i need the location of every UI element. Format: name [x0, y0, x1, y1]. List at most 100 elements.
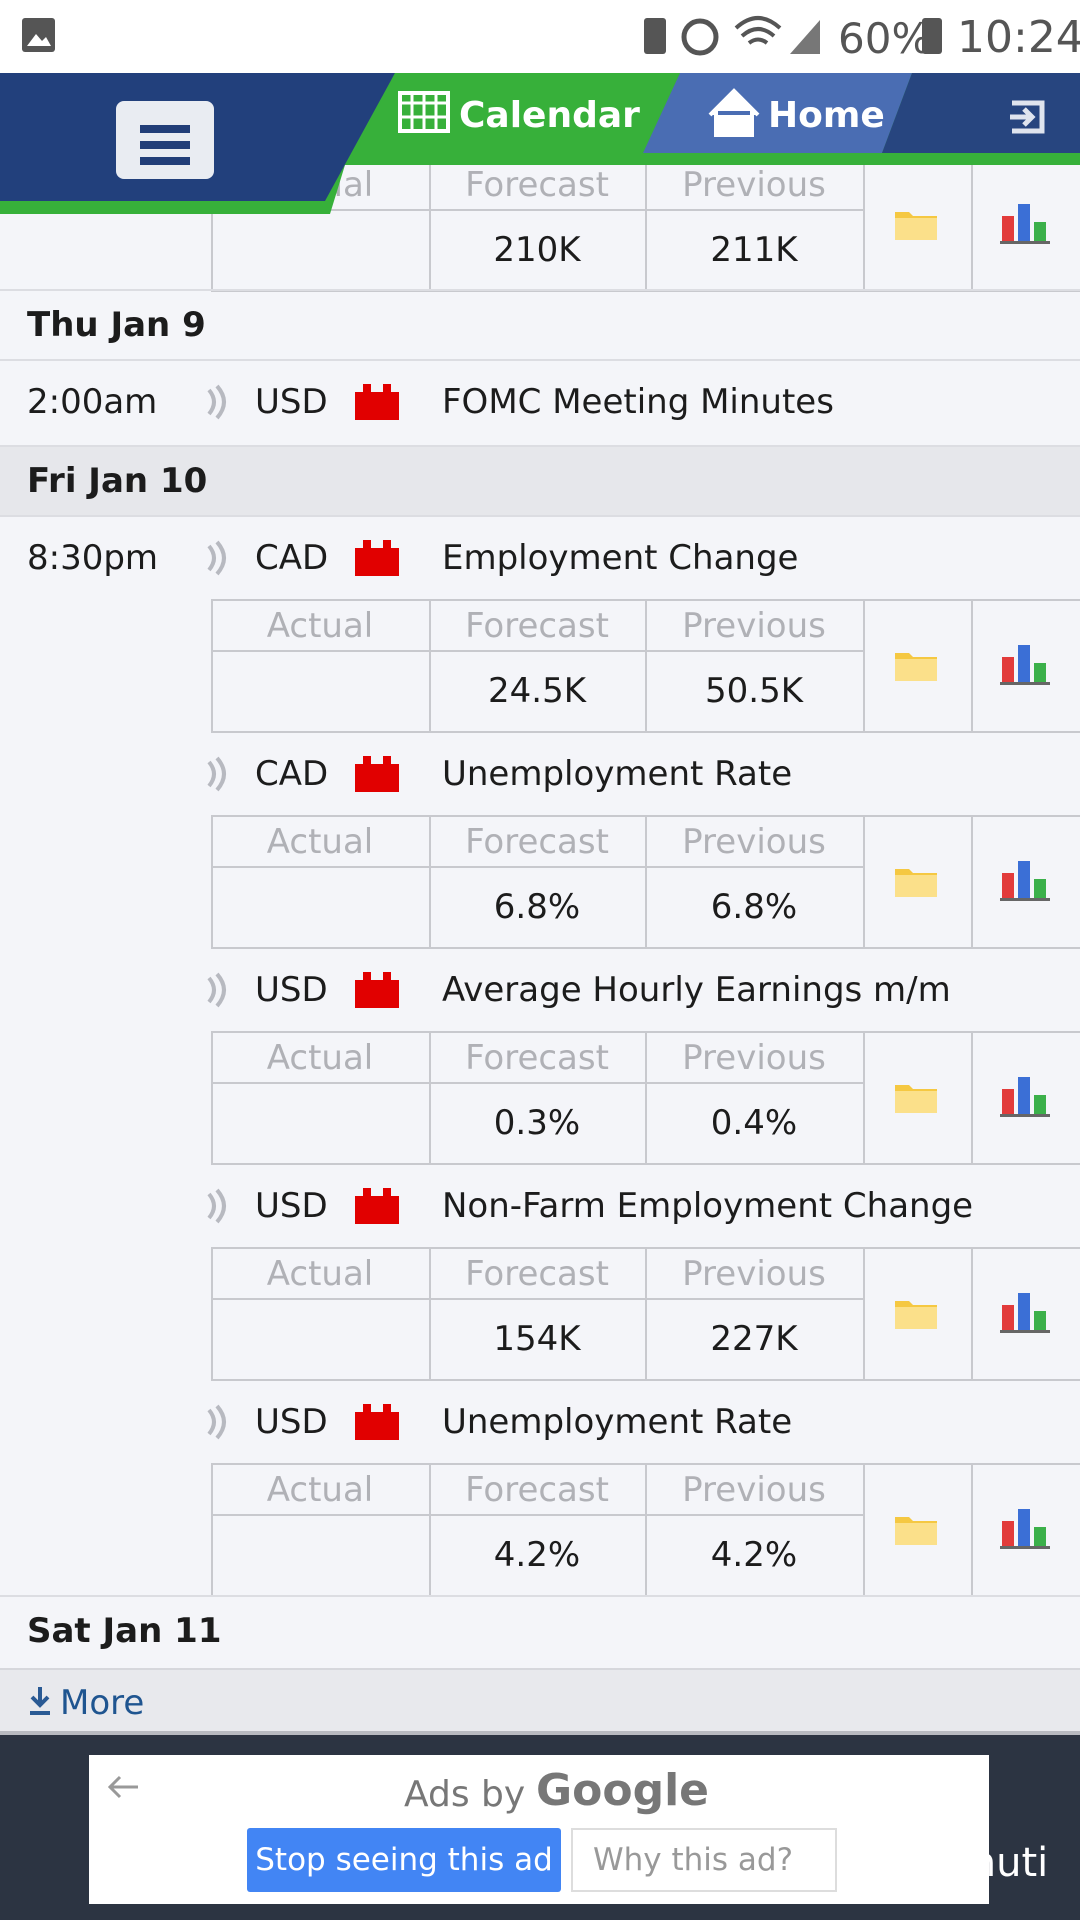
- gallery-glyph: [27, 34, 51, 46]
- flag-shape: [355, 972, 399, 1008]
- previous-value: 0.4%: [710, 1102, 798, 1143]
- day-date: Sat Jan 11: [27, 1611, 222, 1651]
- flag-shape: [355, 756, 399, 792]
- menu-logo[interactable]: [116, 101, 214, 179]
- chart-button-svg: [1000, 1077, 1050, 1117]
- previous-value: 211K: [710, 229, 798, 270]
- column-header: Forecast: [465, 164, 609, 205]
- header-end: [882, 73, 1080, 153]
- table-divider: [645, 1247, 647, 1379]
- table-divider: [863, 1463, 865, 1595]
- details-button[interactable]: [893, 645, 939, 685]
- status-bar: 60% 10:24: [0, 0, 1080, 73]
- chart-bar-shape: [1002, 1521, 1014, 1547]
- day-header: [0, 445, 1080, 515]
- download-icon[interactable]: [28, 1685, 52, 1717]
- column-header: Previous: [682, 605, 826, 646]
- chart-button[interactable]: [1000, 1507, 1050, 1551]
- chart-bar-shape: [1018, 645, 1030, 683]
- details-button[interactable]: [893, 861, 939, 901]
- chart-button[interactable]: [1000, 859, 1050, 903]
- previous-value: 50.5K: [705, 670, 803, 711]
- stop-ad-button[interactable]: Stop seeing this ad: [247, 1828, 561, 1892]
- exit-icon[interactable]: [1010, 100, 1045, 134]
- impact-icon-svg: [207, 540, 226, 576]
- speaker-arc: [207, 756, 226, 792]
- calendar-grid: [400, 93, 448, 131]
- event-title[interactable]: Unemployment Rate: [442, 754, 793, 794]
- chart-base: [1000, 1330, 1050, 1333]
- details-button[interactable]: [893, 204, 939, 244]
- event-title[interactable]: FOMC Meeting Minutes: [442, 382, 834, 422]
- impact-icon: [205, 384, 235, 420]
- chart-button[interactable]: [1000, 202, 1050, 246]
- event-currency: USD: [255, 970, 328, 1010]
- flag-shape: [355, 1404, 399, 1440]
- day-header: [0, 289, 1080, 359]
- event-currency: USD: [255, 1186, 328, 1226]
- alarm-icon: [681, 18, 719, 56]
- chart-bar-shape: [1002, 1089, 1014, 1115]
- column-header: Forecast: [465, 1253, 609, 1294]
- chart-button[interactable]: [1000, 643, 1050, 687]
- chart-button-svg: [1000, 1293, 1050, 1333]
- chart-button[interactable]: [1000, 1075, 1050, 1119]
- battery-saver-icon: [644, 18, 666, 54]
- event-title[interactable]: Non-Farm Employment Change: [442, 1186, 974, 1226]
- impact-icon-svg: [207, 1188, 226, 1224]
- forecast-value: 4.2%: [493, 1534, 581, 1575]
- speaker-arc: [207, 972, 226, 1008]
- menu-line: [140, 141, 190, 149]
- flag-shape: [355, 384, 399, 420]
- speaker-arc: [207, 1188, 226, 1224]
- day-date: Thu Jan 9: [27, 305, 206, 345]
- column-header: Previous: [682, 821, 826, 862]
- menu-line: [140, 157, 190, 165]
- table-divider: [211, 1298, 863, 1300]
- impact-icon: [205, 1404, 235, 1440]
- event-time: 2:00am: [27, 382, 158, 422]
- more-link[interactable]: More: [60, 1683, 145, 1723]
- back-arrow[interactable]: [104, 1767, 144, 1807]
- table-divider: [863, 815, 865, 947]
- chart-bar-shape: [1018, 1293, 1030, 1331]
- table-divider: [971, 1463, 973, 1595]
- details-button[interactable]: [893, 1293, 939, 1333]
- ad-area: Ads by Google Stop seeing this ad Why th…: [0, 1735, 1080, 1920]
- column-header: Actual: [266, 821, 374, 862]
- event-currency: USD: [255, 1402, 328, 1442]
- chart-bar-shape: [1034, 1311, 1046, 1331]
- home-tab[interactable]: [643, 73, 912, 153]
- impact-icon-svg: [207, 384, 226, 420]
- forecast-value: 24.5K: [488, 670, 586, 711]
- back-arrow-path: [107, 1775, 138, 1799]
- impact-icon-svg: [207, 756, 226, 792]
- event-row: [0, 1379, 1080, 1381]
- chart-bar-shape: [1034, 1095, 1046, 1115]
- gallery-icon: [22, 18, 55, 52]
- chart-bar-shape: [1034, 222, 1046, 242]
- chart-base: [1000, 1546, 1050, 1549]
- event-currency: CAD: [255, 754, 329, 794]
- details-button[interactable]: [893, 1077, 939, 1117]
- table-divider: [429, 1247, 431, 1379]
- calendar-label[interactable]: Calendar: [459, 95, 640, 136]
- currency-flag-svg: [355, 756, 399, 792]
- folder-front: [895, 1523, 937, 1545]
- table-divider: [429, 1031, 431, 1163]
- currency-flag-svg: [355, 1404, 399, 1440]
- chart-button-svg: [1000, 1509, 1050, 1549]
- chart-bar-shape: [1018, 1509, 1030, 1547]
- event-title[interactable]: Employment Change: [442, 538, 799, 578]
- details-button[interactable]: [893, 1509, 939, 1549]
- impact-icon: [205, 972, 235, 1008]
- home-label[interactable]: Home: [768, 95, 885, 136]
- event-title[interactable]: Unemployment Rate: [442, 1402, 793, 1442]
- why-ad-button[interactable]: Why this ad?: [571, 1828, 837, 1892]
- speaker-arc: [207, 540, 226, 576]
- chart-button[interactable]: [1000, 1291, 1050, 1335]
- event-title[interactable]: Average Hourly Earnings m/m: [442, 970, 951, 1010]
- chart-bar-shape: [1034, 879, 1046, 899]
- table-divider: [645, 1031, 647, 1163]
- signal-icon: [790, 20, 820, 54]
